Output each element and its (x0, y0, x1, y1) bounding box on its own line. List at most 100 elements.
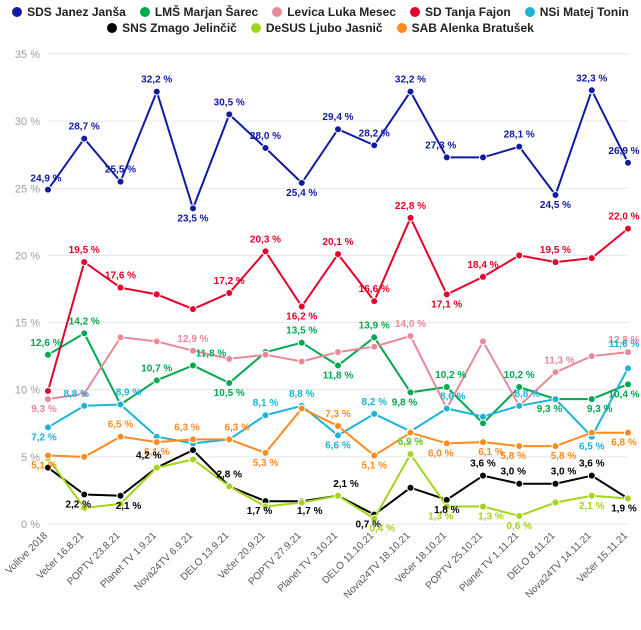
data-point[interactable] (552, 480, 559, 487)
data-point[interactable] (552, 443, 559, 450)
data-point[interactable] (298, 499, 305, 506)
data-point[interactable] (588, 353, 595, 360)
data-point[interactable] (588, 429, 595, 436)
legend-item[interactable]: Levica Luka Mesec (272, 5, 396, 19)
data-point[interactable] (153, 439, 160, 446)
data-point[interactable] (588, 472, 595, 479)
data-point[interactable] (81, 259, 88, 266)
data-point[interactable] (190, 306, 197, 313)
data-point[interactable] (443, 384, 450, 391)
data-point[interactable] (190, 456, 197, 463)
data-point[interactable] (298, 303, 305, 310)
data-point[interactable] (226, 355, 233, 362)
data-point[interactable] (371, 298, 378, 305)
data-point[interactable] (625, 159, 632, 166)
data-point[interactable] (625, 495, 632, 502)
data-point[interactable] (45, 452, 52, 459)
data-point[interactable] (588, 396, 595, 403)
data-point[interactable] (262, 145, 269, 152)
data-point[interactable] (298, 358, 305, 365)
data-point[interactable] (262, 351, 269, 358)
data-point[interactable] (371, 334, 378, 341)
data-point[interactable] (153, 88, 160, 95)
data-point[interactable] (153, 464, 160, 471)
data-point[interactable] (552, 259, 559, 266)
data-point[interactable] (262, 449, 269, 456)
data-point[interactable] (117, 492, 124, 499)
data-point[interactable] (443, 440, 450, 447)
data-point[interactable] (371, 343, 378, 350)
data-point[interactable] (335, 432, 342, 439)
data-point[interactable] (480, 338, 487, 345)
data-point[interactable] (81, 453, 88, 460)
data-point[interactable] (335, 349, 342, 356)
data-point[interactable] (335, 422, 342, 429)
data-point[interactable] (407, 389, 414, 396)
data-point[interactable] (45, 186, 52, 193)
data-point[interactable] (552, 369, 559, 376)
data-point[interactable] (335, 492, 342, 499)
data-point[interactable] (625, 365, 632, 372)
data-point[interactable] (153, 377, 160, 384)
legend-item[interactable]: SDS Janez Janša (12, 5, 126, 19)
data-point[interactable] (443, 154, 450, 161)
data-point[interactable] (480, 503, 487, 510)
data-point[interactable] (516, 443, 523, 450)
data-point[interactable] (335, 126, 342, 133)
data-point[interactable] (407, 88, 414, 95)
data-point[interactable] (117, 401, 124, 408)
data-point[interactable] (552, 499, 559, 506)
data-point[interactable] (262, 248, 269, 255)
data-point[interactable] (335, 251, 342, 258)
data-point[interactable] (81, 135, 88, 142)
data-point[interactable] (190, 436, 197, 443)
data-point[interactable] (45, 424, 52, 431)
data-point[interactable] (335, 362, 342, 369)
data-point[interactable] (190, 205, 197, 212)
data-point[interactable] (407, 484, 414, 491)
data-point[interactable] (117, 334, 124, 341)
data-point[interactable] (117, 433, 124, 440)
data-point[interactable] (625, 381, 632, 388)
data-point[interactable] (443, 405, 450, 412)
legend-item[interactable]: LMŠ Marjan Šarec (140, 5, 258, 19)
data-point[interactable] (480, 439, 487, 446)
data-point[interactable] (226, 111, 233, 118)
data-point[interactable] (117, 284, 124, 291)
data-point[interactable] (443, 291, 450, 298)
data-point[interactable] (226, 380, 233, 387)
data-point[interactable] (81, 491, 88, 498)
data-point[interactable] (480, 273, 487, 280)
data-point[interactable] (552, 396, 559, 403)
data-point[interactable] (117, 178, 124, 185)
legend-item[interactable]: SNS Zmago Jelinčič (107, 21, 237, 35)
data-point[interactable] (298, 179, 305, 186)
data-point[interactable] (262, 412, 269, 419)
data-point[interactable] (480, 413, 487, 420)
legend-item[interactable]: DeSUS Ljubo Jasnič (251, 21, 383, 35)
data-point[interactable] (588, 492, 595, 499)
data-point[interactable] (45, 396, 52, 403)
data-point[interactable] (407, 451, 414, 458)
data-point[interactable] (298, 339, 305, 346)
data-point[interactable] (625, 225, 632, 232)
data-point[interactable] (371, 452, 378, 459)
data-point[interactable] (153, 291, 160, 298)
data-point[interactable] (81, 330, 88, 337)
data-point[interactable] (298, 405, 305, 412)
data-point[interactable] (371, 410, 378, 417)
legend-item[interactable]: SD Tanja Fajon (410, 5, 511, 19)
data-point[interactable] (516, 512, 523, 519)
data-point[interactable] (371, 142, 378, 149)
data-point[interactable] (190, 447, 197, 454)
data-point[interactable] (226, 436, 233, 443)
data-point[interactable] (588, 255, 595, 262)
legend-item[interactable]: NSi Matej Tonin (525, 5, 629, 19)
data-point[interactable] (480, 154, 487, 161)
data-point[interactable] (588, 87, 595, 94)
data-point[interactable] (625, 429, 632, 436)
data-point[interactable] (516, 143, 523, 150)
legend-item[interactable]: SAB Alenka Bratušek (397, 21, 534, 35)
data-point[interactable] (226, 290, 233, 297)
data-point[interactable] (153, 338, 160, 345)
